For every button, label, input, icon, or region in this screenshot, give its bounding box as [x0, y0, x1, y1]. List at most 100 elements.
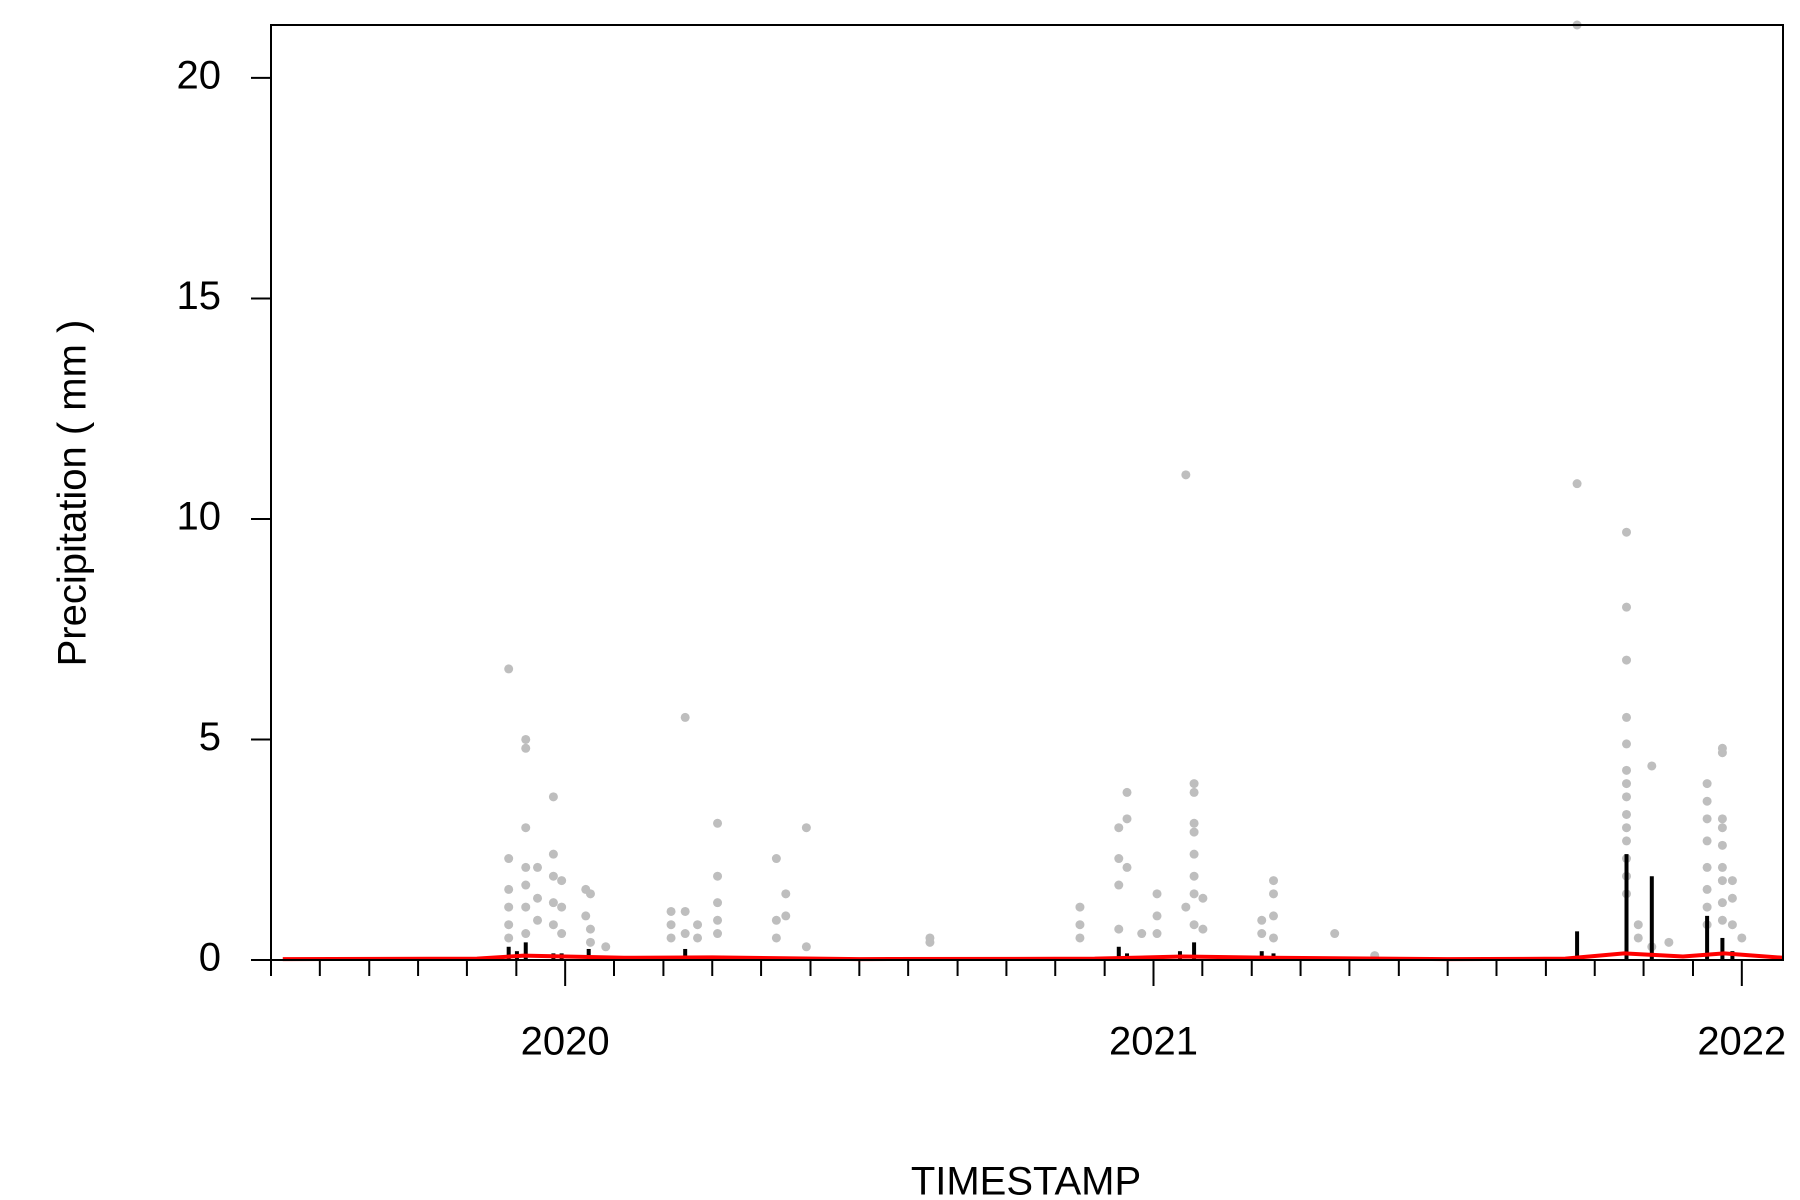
- data-point: [1269, 933, 1279, 943]
- data-point: [1727, 876, 1737, 886]
- data-point: [1633, 920, 1643, 930]
- data-point: [504, 920, 514, 930]
- data-point: [1181, 470, 1191, 480]
- data-point: [1114, 854, 1124, 864]
- y-tick-label: 0: [199, 936, 221, 980]
- data-point: [1702, 814, 1712, 824]
- data-point: [1181, 902, 1191, 912]
- data-point: [1122, 862, 1132, 872]
- data-point: [521, 880, 531, 890]
- data-point: [1269, 889, 1279, 899]
- x-tick-label: 2022: [1697, 1020, 1786, 1064]
- data-point: [1189, 871, 1199, 881]
- data-point: [680, 712, 690, 722]
- data-point: [1717, 748, 1727, 758]
- data-point: [1114, 823, 1124, 833]
- data-point: [533, 915, 543, 925]
- data-point: [585, 889, 595, 899]
- data-point: [1702, 902, 1712, 912]
- data-point: [1702, 836, 1712, 846]
- data-point: [557, 929, 567, 939]
- data-point: [1633, 933, 1643, 943]
- data-point: [548, 849, 558, 859]
- data-point: [1152, 929, 1162, 939]
- data-point: [1572, 479, 1582, 489]
- data-point: [1622, 836, 1632, 846]
- data-point: [1717, 876, 1727, 886]
- data-point: [1189, 787, 1199, 797]
- data-point: [1622, 792, 1632, 802]
- data-point: [1702, 884, 1712, 894]
- data-point: [713, 898, 723, 908]
- data-point: [1622, 655, 1632, 665]
- y-tick-label: 10: [177, 495, 222, 539]
- data-point: [1647, 761, 1657, 771]
- data-point: [680, 929, 690, 939]
- data-point: [1622, 739, 1632, 749]
- y-tick-label: 15: [177, 274, 222, 318]
- data-point: [533, 862, 543, 872]
- data-point: [771, 933, 781, 943]
- data-point: [801, 942, 811, 952]
- data-point: [548, 792, 558, 802]
- data-point: [601, 942, 611, 952]
- data-point: [1717, 898, 1727, 908]
- data-point: [713, 871, 723, 881]
- data-point: [1622, 809, 1632, 819]
- data-point: [666, 933, 676, 943]
- data-point: [504, 664, 514, 674]
- data-point: [1622, 779, 1632, 789]
- data-point: [1727, 893, 1737, 903]
- data-point: [1198, 924, 1208, 934]
- data-point: [504, 902, 514, 912]
- x-axis-label: TIMESTAMP: [911, 1160, 1141, 1200]
- data-point: [1075, 933, 1085, 943]
- data-point: [693, 933, 703, 943]
- x-tick-label: 2021: [1109, 1020, 1198, 1064]
- trend-line: [282, 951, 1784, 962]
- data-point: [1152, 889, 1162, 899]
- y-tick-label: 5: [199, 715, 221, 759]
- data-point: [1622, 602, 1632, 612]
- data-point: [521, 902, 531, 912]
- data-point: [1189, 849, 1199, 859]
- data-point: [1702, 796, 1712, 806]
- data-point: [1702, 862, 1712, 872]
- data-point: [1727, 920, 1737, 930]
- y-axis-label: Precipitation ( mm ): [51, 320, 95, 667]
- data-point: [1737, 933, 1747, 943]
- data-point: [1622, 823, 1632, 833]
- data-point: [1717, 814, 1727, 824]
- data-point: [1717, 823, 1727, 833]
- data-point: [771, 915, 781, 925]
- data-point: [1664, 937, 1674, 947]
- data-point: [1702, 779, 1712, 789]
- data-point: [713, 915, 723, 925]
- data-point: [521, 743, 531, 753]
- data-point: [1075, 902, 1085, 912]
- data-point: [713, 818, 723, 828]
- data-point: [1189, 889, 1199, 899]
- data-point: [1122, 814, 1132, 824]
- data-point: [1189, 818, 1199, 828]
- y-tick-label: 20: [177, 53, 222, 97]
- data-point: [585, 937, 595, 947]
- data-point: [521, 929, 531, 939]
- data-point: [1189, 920, 1199, 930]
- data-point: [557, 876, 567, 886]
- data-point: [548, 871, 558, 881]
- data-point: [548, 920, 558, 930]
- data-point: [1114, 924, 1124, 934]
- data-point: [1622, 527, 1632, 537]
- data-point: [1114, 880, 1124, 890]
- data-point: [1717, 915, 1727, 925]
- data-point: [1717, 840, 1727, 850]
- data-point: [548, 898, 558, 908]
- data-point: [1137, 929, 1147, 939]
- data-point: [693, 920, 703, 930]
- data-point: [666, 920, 676, 930]
- data-point: [1257, 915, 1267, 925]
- data-point: [781, 911, 791, 921]
